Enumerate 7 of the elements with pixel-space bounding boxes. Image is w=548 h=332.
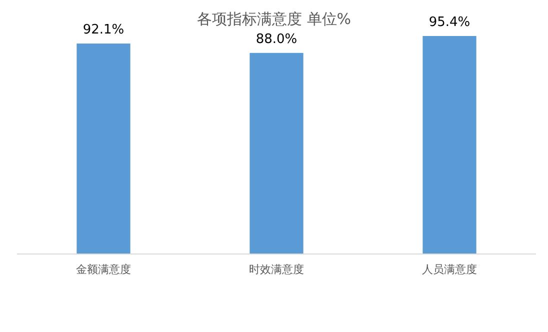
x-tick-label: 人员满意度: [422, 263, 477, 276]
data-label: 92.1%: [82, 22, 124, 38]
x-tick-label: 金额满意度: [76, 263, 131, 276]
data-label: 95.4%: [428, 15, 470, 30]
x-tick-label: 时效满意度: [249, 263, 304, 276]
data-label: 88.0%: [256, 32, 298, 47]
chart-title: 各项指标满意度 单位%: [196, 10, 352, 28]
